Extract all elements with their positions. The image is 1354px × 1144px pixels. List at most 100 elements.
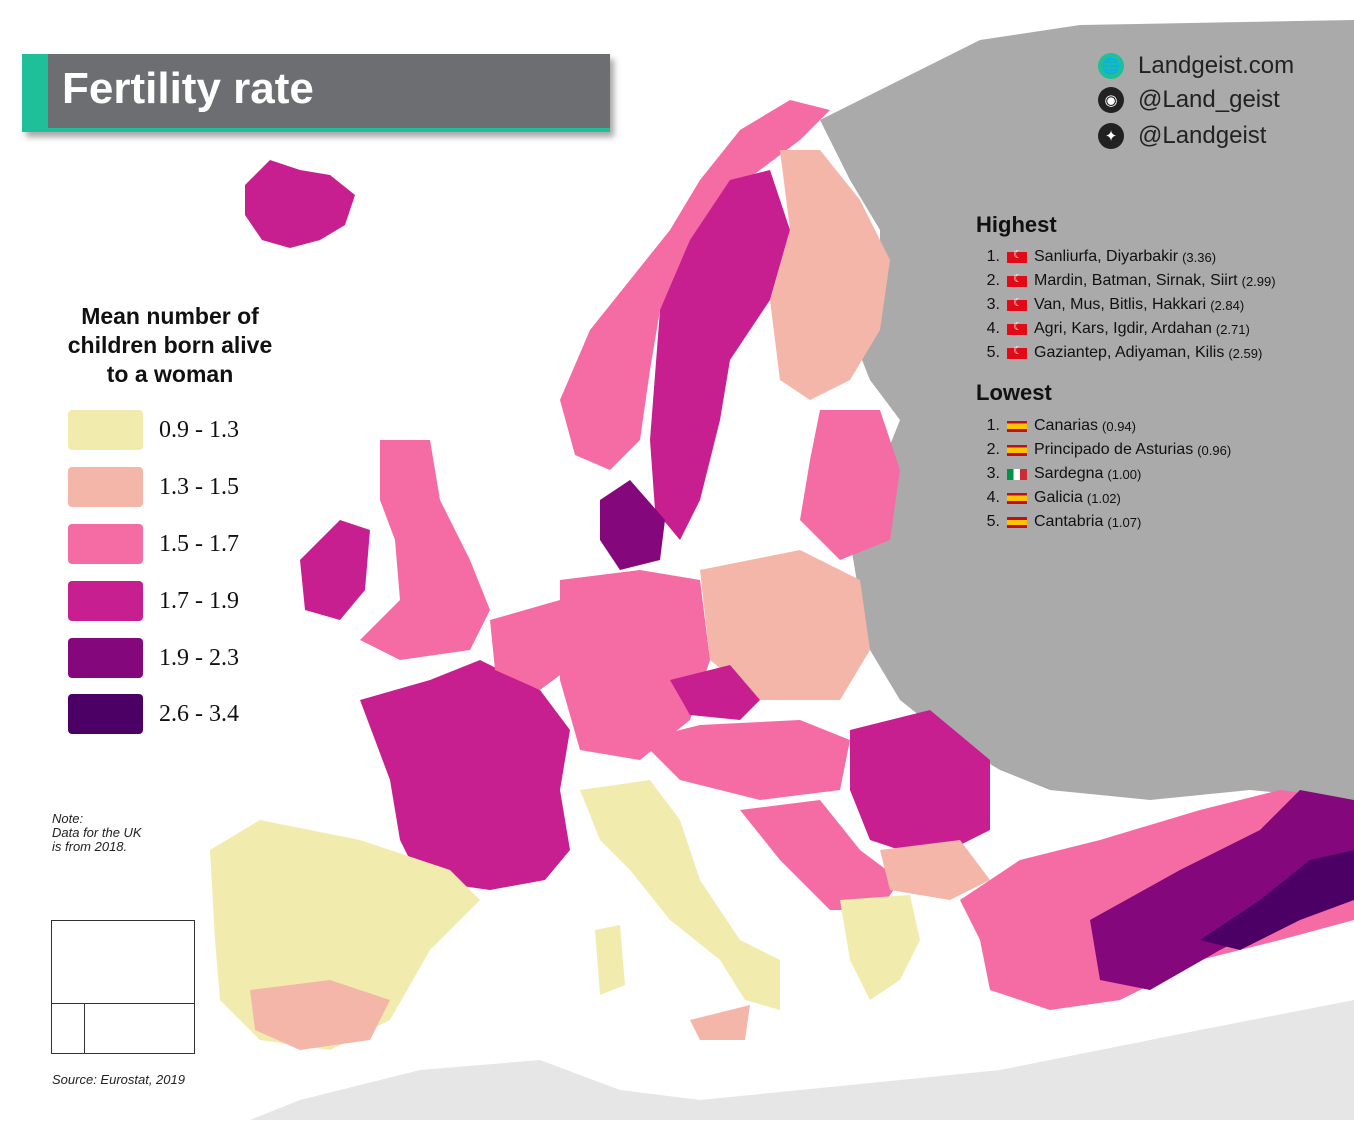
region-value: (2.84) bbox=[1210, 297, 1245, 313]
region-france bbox=[360, 660, 570, 890]
spain-flag-icon bbox=[1006, 443, 1028, 457]
region-denmark bbox=[600, 480, 665, 570]
legend-swatch bbox=[68, 638, 143, 678]
lowest-item: 5. Cantabria (1.07) bbox=[980, 513, 1142, 531]
region-value: (0.96) bbox=[1197, 442, 1232, 458]
legend-swatch bbox=[68, 694, 143, 734]
region-germany bbox=[560, 570, 710, 760]
twitter-label: @Landgeist bbox=[1138, 122, 1267, 149]
highest-item: 2. Mardin, Batman, Sirnak, Siirt (2.99) bbox=[980, 272, 1276, 290]
inset-divider bbox=[84, 1003, 85, 1053]
legend-swatch bbox=[68, 467, 143, 507]
rank-number: 5. bbox=[986, 344, 1000, 361]
lowest-heading: Lowest bbox=[976, 380, 1052, 405]
region-italy bbox=[580, 780, 780, 1010]
rank-number: 4. bbox=[986, 320, 1000, 337]
legend-item: 1.3 - 1.5 bbox=[68, 467, 239, 507]
legend-title: Mean number of children born alive to a … bbox=[40, 302, 300, 389]
spain-flag-icon bbox=[1006, 419, 1028, 433]
region-value: (2.99) bbox=[1241, 273, 1276, 289]
note-line: Data for the UK bbox=[52, 825, 142, 840]
legend-item: 1.5 - 1.7 bbox=[68, 524, 239, 564]
lowest-item: 2. Principado de Asturias (0.96) bbox=[980, 441, 1232, 459]
turkey-flag-icon bbox=[1006, 320, 1028, 336]
inset-divider bbox=[52, 1003, 194, 1004]
rank-number: 4. bbox=[986, 489, 1000, 506]
region-greece bbox=[840, 895, 920, 1000]
legend-swatch bbox=[68, 410, 143, 450]
legend-title-line: children born alive bbox=[67, 332, 273, 358]
rank-number: 1. bbox=[986, 417, 1000, 434]
region-name: Sanliurfa, Diyarbakir bbox=[1034, 248, 1179, 265]
lowest-item: 3. Sardegna (1.00) bbox=[980, 465, 1142, 483]
region-balkans bbox=[740, 800, 900, 910]
note-line: Note: bbox=[52, 811, 84, 826]
rank-number: 1. bbox=[986, 248, 1000, 265]
non-data-land-south bbox=[250, 1000, 1354, 1120]
region-name: Mardin, Batman, Sirnak, Siirt bbox=[1034, 272, 1238, 289]
region-value: (1.00) bbox=[1107, 466, 1142, 482]
rank-number: 3. bbox=[986, 296, 1000, 313]
region-name: Sardegna bbox=[1034, 465, 1104, 482]
region-name: Canarias bbox=[1034, 417, 1099, 434]
instagram-label: @Land_geist bbox=[1138, 86, 1280, 113]
lowest-item: 4. Galicia (1.02) bbox=[980, 489, 1121, 507]
legend-label: 1.5 - 1.7 bbox=[159, 530, 239, 557]
highest-heading: Highest bbox=[976, 212, 1057, 237]
region-name: Principado de Asturias bbox=[1034, 441, 1194, 458]
legend-label: 0.9 - 1.3 bbox=[159, 416, 239, 443]
legend-item: 2.6 - 3.4 bbox=[68, 694, 239, 734]
legend-label: 2.6 - 3.4 bbox=[159, 700, 239, 727]
region-romania bbox=[850, 710, 990, 860]
spain-flag-icon bbox=[1006, 491, 1028, 505]
region-value: (0.94) bbox=[1102, 418, 1136, 434]
region-bulgaria bbox=[880, 840, 990, 900]
region-benelux bbox=[490, 600, 580, 690]
rank-number: 3. bbox=[986, 465, 1000, 482]
website-label: Landgeist.com bbox=[1138, 52, 1295, 79]
legend-swatch bbox=[68, 524, 143, 564]
region-finland bbox=[770, 150, 890, 400]
spain-flag-icon bbox=[1006, 515, 1028, 529]
legend-item: 0.9 - 1.3 bbox=[68, 410, 239, 450]
region-czechia bbox=[670, 665, 760, 720]
highest-item: 1. Sanliurfa, Diyarbakir (3.36) bbox=[980, 248, 1216, 266]
region-austria-hungary bbox=[640, 720, 850, 800]
social-website: 🌐 Landgeist.com bbox=[1098, 52, 1294, 80]
title-banner: Fertility rate bbox=[22, 54, 610, 132]
region-ireland bbox=[300, 520, 370, 620]
region-sweden bbox=[650, 170, 790, 540]
region-name: Agri, Kars, Igdir, Ardahan bbox=[1034, 320, 1212, 337]
region-turkey-east bbox=[1090, 790, 1354, 990]
region-sicily bbox=[690, 1005, 750, 1040]
page-title: Fertility rate bbox=[62, 64, 314, 113]
region-southern-spain bbox=[250, 980, 390, 1050]
turkey-flag-icon bbox=[1006, 344, 1028, 360]
region-value: (2.59) bbox=[1228, 345, 1263, 361]
rank-number: 5. bbox=[986, 513, 1000, 530]
rank-number: 2. bbox=[986, 441, 1000, 458]
region-value: (2.71) bbox=[1215, 321, 1250, 337]
highest-item: 4. Agri, Kars, Igdir, Ardahan (2.71) bbox=[980, 320, 1250, 338]
region-sardinia bbox=[595, 925, 625, 995]
rank-number: 2. bbox=[986, 272, 1000, 289]
legend-label: 1.9 - 2.3 bbox=[159, 644, 239, 671]
globe-icon: 🌐 bbox=[1098, 53, 1124, 79]
title-underline bbox=[22, 128, 610, 132]
region-value: (3.36) bbox=[1182, 249, 1217, 265]
legend-title-line: to a woman bbox=[106, 361, 234, 387]
region-baltics bbox=[800, 410, 900, 560]
source-credit: Source: Eurostat, 2019 bbox=[52, 1072, 185, 1087]
social-instagram: ◉ @Land_geist bbox=[1098, 86, 1280, 114]
non-data-land-east bbox=[820, 20, 1354, 800]
social-twitter: ✦ @Landgeist bbox=[1098, 122, 1266, 150]
region-name: Gaziantep, Adiyaman, Kilis bbox=[1034, 344, 1225, 361]
region-name: Cantabria bbox=[1034, 513, 1104, 530]
legend-title-line: Mean number of bbox=[81, 303, 259, 329]
region-name: Van, Mus, Bitlis, Hakkari bbox=[1034, 296, 1207, 313]
note-line: is from 2018. bbox=[52, 839, 128, 854]
highest-item: 3. Van, Mus, Bitlis, Hakkari (2.84) bbox=[980, 296, 1245, 314]
region-iceland bbox=[245, 160, 355, 248]
legend-item: 1.7 - 1.9 bbox=[68, 581, 239, 621]
